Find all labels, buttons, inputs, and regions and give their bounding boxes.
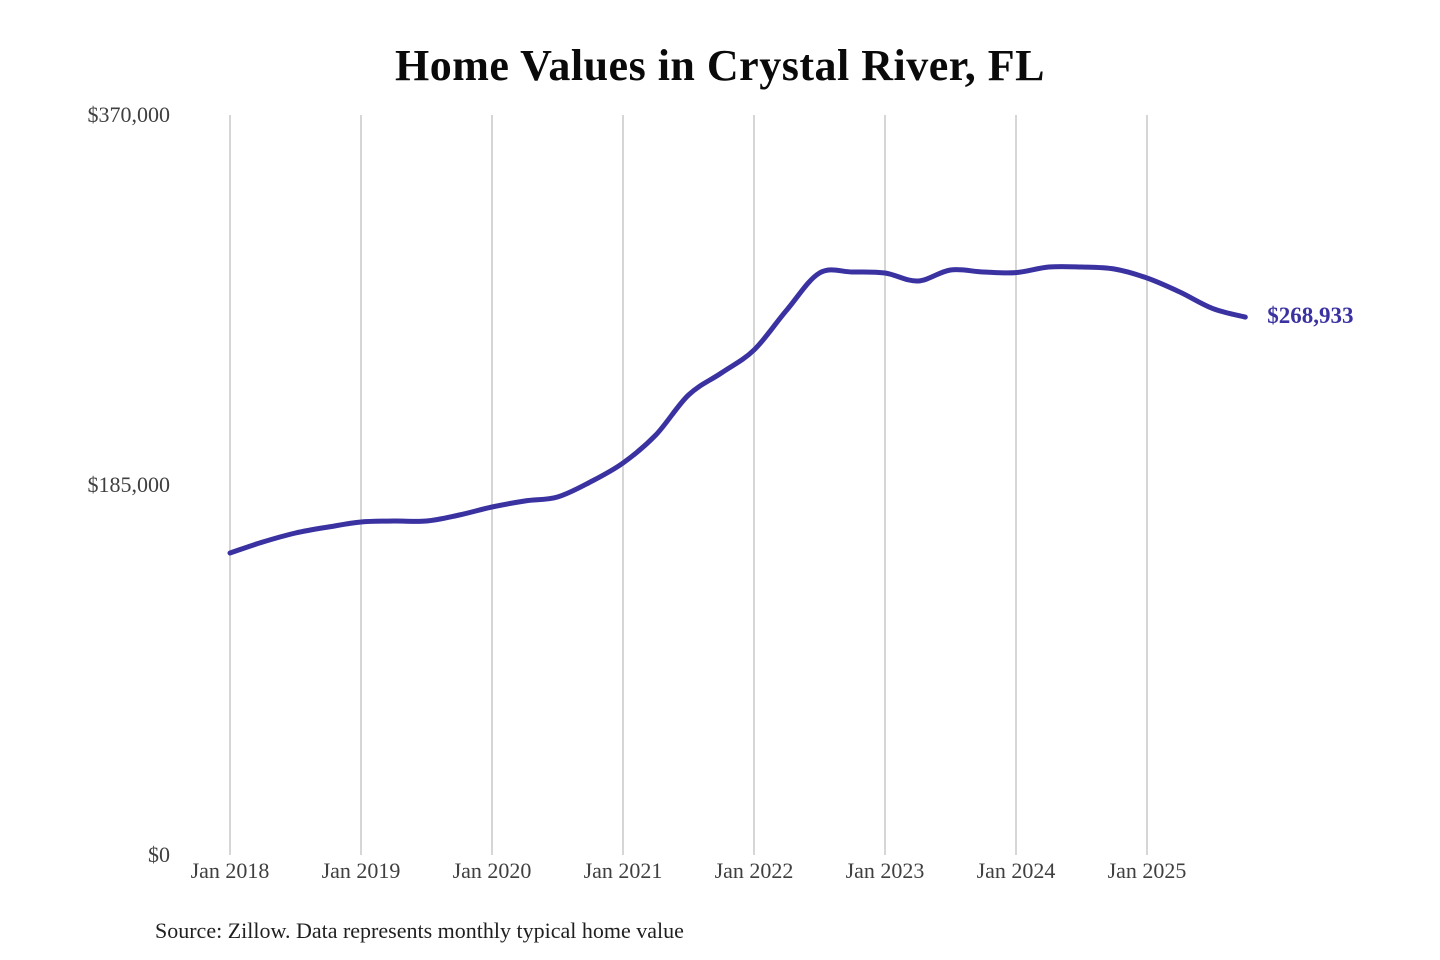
y-tick-label: $370,000: [87, 102, 171, 127]
x-tick-label: Jan 2024: [976, 858, 1056, 883]
x-tick-label: Jan 2020: [452, 858, 532, 883]
x-tick-label: Jan 2019: [321, 858, 401, 883]
x-tick-label: Jan 2022: [714, 858, 794, 883]
source-note: Source: Zillow. Data represents monthly …: [155, 918, 684, 943]
final-value-label: $268,933: [1267, 303, 1354, 329]
x-tick-label: Jan 2021: [583, 858, 663, 883]
x-tick-label: Jan 2023: [845, 858, 925, 883]
y-tick-label: $185,000: [87, 472, 171, 497]
x-tick-label: Jan 2018: [190, 858, 270, 883]
gridlines: [229, 115, 1148, 855]
home-value-line: [227, 264, 1248, 556]
chart-title: Home Values in Crystal River, FL: [395, 41, 1045, 90]
y-tick-label: $0: [148, 842, 170, 867]
x-tick-label: Jan 2025: [1107, 858, 1187, 883]
